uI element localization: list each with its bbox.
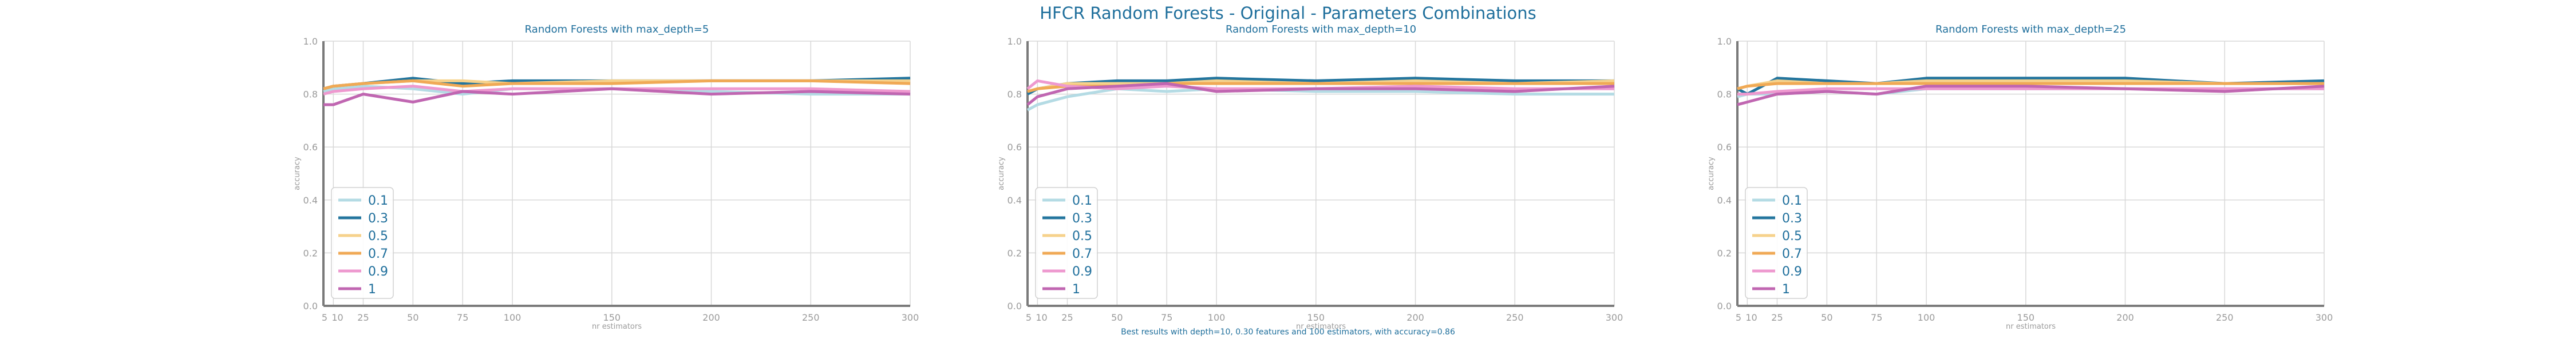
figure-title: HFCR Random Forests - Original - Paramet… — [1040, 3, 1536, 23]
x-tick-label: 75 — [457, 312, 468, 323]
y-axis-label: accuracy — [1707, 157, 1716, 190]
chart-title: Random Forests with max_depth=10 — [1226, 23, 1416, 35]
series-line-0-7 — [1027, 82, 1614, 93]
series-line-0-1 — [1026, 87, 1614, 111]
legend-label: 0.7 — [368, 247, 388, 261]
series-line-0-7 — [1737, 82, 2324, 90]
x-tick-label: 25 — [1061, 312, 1073, 323]
x-tick-label: 200 — [1406, 312, 1424, 323]
x-tick-label: 5 — [322, 312, 327, 323]
y-tick-label: 0.0 — [1717, 301, 1732, 312]
x-tick-label: 10 — [1745, 312, 1757, 323]
y-tick-label: 0.6 — [1717, 142, 1732, 153]
x-tick-label: 10 — [1036, 312, 1047, 323]
best-results-note: Best results with depth=10, 0.30 feature… — [1121, 328, 1455, 337]
y-tick-label: 0.2 — [303, 248, 318, 258]
legend-label: 1 — [368, 282, 376, 297]
x-tick-label: 75 — [1871, 312, 1882, 323]
x-tick-label: 10 — [331, 312, 343, 323]
y-tick-label: 0.0 — [1008, 301, 1022, 312]
series-line-1 — [1026, 82, 1615, 106]
y-tick-label: 1.0 — [1008, 36, 1022, 47]
legend-label: 1 — [1782, 282, 1790, 297]
chart-panel-depth-5: Random Forests with max_depth=5 0.0 0.2 0.4… — [293, 23, 919, 331]
x-tick-label: 100 — [504, 312, 521, 323]
series-line-0-9 — [323, 85, 911, 96]
x-tick-label: 150 — [603, 312, 621, 323]
x-tick-label: 5 — [1736, 312, 1741, 323]
x-tick-label: 200 — [2116, 312, 2134, 323]
y-tick-label: 0.4 — [303, 195, 318, 206]
x-axis-label: nr estimators — [1296, 322, 1346, 331]
y-tick-label: 1.0 — [303, 36, 318, 47]
x-tick-label: 75 — [1161, 312, 1172, 323]
legend-label: 0.9 — [1072, 265, 1092, 279]
x-tick-label: 50 — [1111, 312, 1123, 323]
x-tick-label: 200 — [702, 312, 720, 323]
legend-label: 1 — [1072, 282, 1080, 297]
y-axis-label: accuracy — [997, 157, 1006, 190]
chart-panel-depth-10: Random Forests with max_depth=10 0.0 0.2 0.… — [997, 23, 1623, 331]
legend-label: 0.1 — [1782, 194, 1802, 208]
series-line-0-7 — [323, 79, 911, 90]
y-tick-label: 0.8 — [1008, 89, 1022, 100]
x-tick-label: 25 — [357, 312, 369, 323]
x-tick-label: 300 — [902, 312, 919, 323]
series-line-1 — [1737, 85, 2325, 106]
legend-label: 0.5 — [1072, 229, 1092, 244]
x-tick-label: 300 — [2316, 312, 2333, 323]
x-tick-label: 250 — [2216, 312, 2234, 323]
legend-label: 0.7 — [1782, 247, 1802, 261]
x-tick-label: 150 — [1307, 312, 1325, 323]
y-tick-label: 0.8 — [303, 89, 318, 100]
x-tick-label: 250 — [802, 312, 820, 323]
legend-label: 0.3 — [368, 212, 388, 226]
y-tick-label: 0.6 — [303, 142, 318, 153]
x-tick-label: 100 — [1918, 312, 1935, 323]
x-axis-label: nr estimators — [592, 322, 642, 331]
series-line-1 — [323, 87, 911, 106]
legend-label: 0.1 — [368, 194, 388, 208]
legend-label: 0.7 — [1072, 247, 1092, 261]
legend-label: 0.3 — [1072, 212, 1092, 226]
legend-label: 0.5 — [1782, 229, 1802, 244]
y-tick-label: 0.0 — [303, 301, 318, 312]
y-tick-label: 1.0 — [1717, 36, 1732, 47]
x-tick-label: 150 — [2017, 312, 2035, 323]
x-tick-label: 250 — [1506, 312, 1524, 323]
x-tick-label: 100 — [1208, 312, 1226, 323]
legend-label: 0.1 — [1072, 194, 1092, 208]
x-tick-label: 25 — [1771, 312, 1783, 323]
x-tick-label: 50 — [407, 312, 418, 323]
y-tick-label: 0.4 — [1008, 195, 1022, 206]
y-tick-label: 0.2 — [1717, 248, 1732, 258]
y-tick-label: 0.4 — [1717, 195, 1732, 206]
x-tick-label: 5 — [1026, 312, 1032, 323]
chart-title: Random Forests with max_depth=5 — [525, 23, 709, 35]
legend-label: 0.3 — [1782, 212, 1802, 226]
y-tick-label: 0.2 — [1008, 248, 1022, 258]
legend-label: 0.5 — [368, 229, 388, 244]
x-tick-label: 300 — [1606, 312, 1623, 323]
chart-title: Random Forests with max_depth=25 — [1935, 23, 2126, 35]
chart-panel-depth-25: Random Forests with max_depth=25 0.0 0.2 0.… — [1707, 23, 2333, 331]
x-tick-label: 50 — [1821, 312, 1832, 323]
legend-label: 0.9 — [1782, 265, 1802, 279]
y-tick-label: 0.8 — [1717, 89, 1732, 100]
y-axis-label: accuracy — [293, 157, 302, 190]
y-tick-label: 0.6 — [1008, 142, 1022, 153]
legend-label: 0.9 — [368, 265, 388, 279]
x-axis-label: nr estimators — [2006, 322, 2056, 331]
